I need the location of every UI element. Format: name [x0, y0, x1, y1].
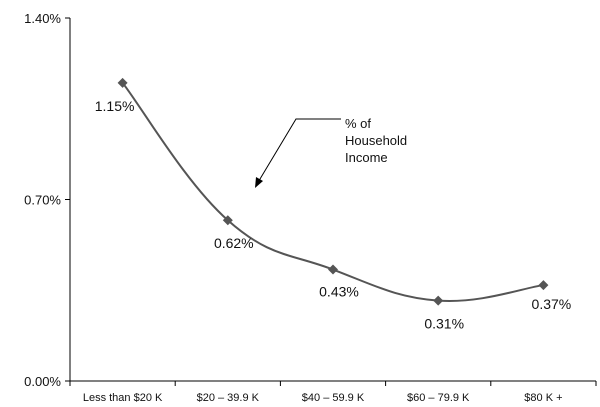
y-tick-label: 0.00% [24, 374, 61, 389]
data-label: 0.43% [319, 284, 359, 300]
x-tick-label: $80 K + [524, 392, 562, 404]
data-label: 1.15% [95, 98, 135, 114]
series-line [121, 82, 544, 303]
annotation-line-3: Income [345, 150, 388, 165]
data-point-marker [433, 295, 444, 306]
x-tick-label: $40 – 59.9 K [302, 392, 365, 404]
annotation-arrowhead [255, 177, 263, 188]
data-point-marker [222, 215, 233, 226]
x-tick-label: $60 – 79.9 K [407, 392, 470, 404]
data-labels: 1.15% 0.62% 0.43% 0.31% 0.37% [95, 98, 572, 332]
data-point-marker [328, 264, 338, 275]
data-point-marker [538, 280, 549, 291]
data-label: 0.37% [532, 296, 572, 312]
data-point-marker [117, 77, 128, 88]
x-axis-ticks: Less than $20 K $20 – 39.9 K $40 – 59.9 K $… [69, 381, 597, 404]
y-tick-label: 0.70% [24, 193, 61, 208]
axes [69, 18, 596, 382]
y-tick-label: 1.40% [24, 11, 61, 26]
annotation-line-1: % of [345, 116, 371, 131]
y-axis-ticks: 0.00% 0.70% 1.40% [24, 11, 70, 389]
data-label: 0.62% [214, 235, 254, 251]
annotation-line-2: Household [345, 133, 407, 148]
x-tick-label: Less than $20 K [83, 392, 163, 404]
series-markers [117, 77, 549, 306]
x-tick-label: $20 – 39.9 K [197, 392, 260, 404]
annotation: % of Household Income [255, 116, 407, 188]
annotation-arrow-line [256, 118, 341, 185]
data-label: 0.31% [424, 316, 464, 332]
